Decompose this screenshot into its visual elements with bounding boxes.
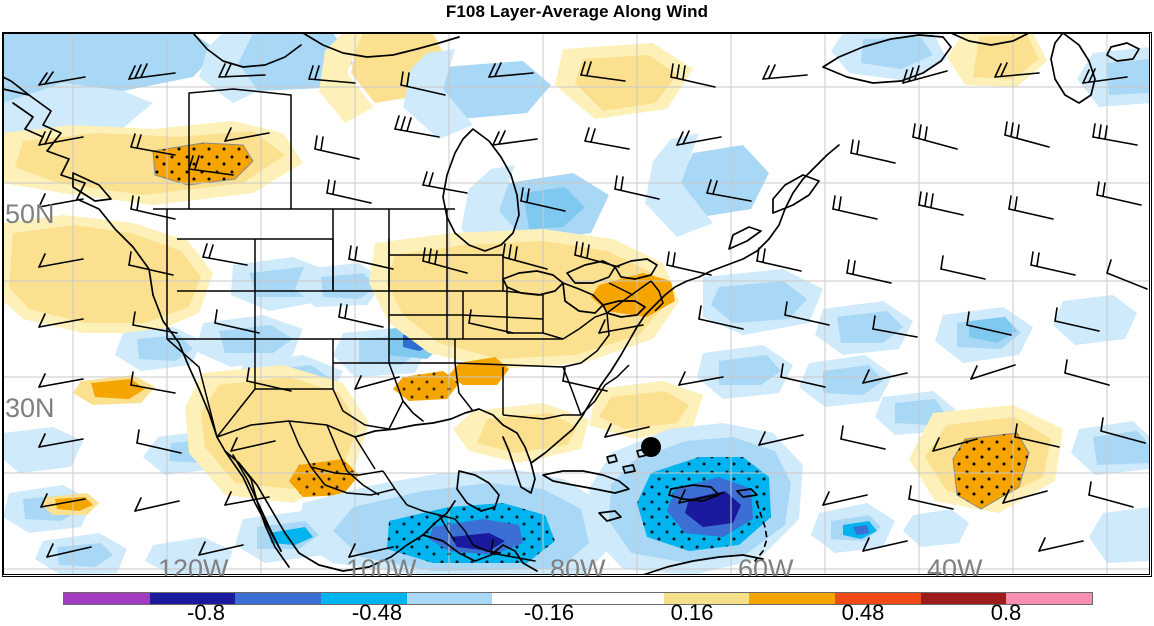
station-marker[interactable]: [641, 437, 661, 457]
colorbar-segment-3: [321, 593, 407, 604]
figure-title: F108 Layer-Average Along Wind: [445, 2, 709, 21]
colorbar-segment-11: [1006, 593, 1093, 604]
colorbar-segment-2: [235, 593, 322, 604]
political-borders: [153, 88, 664, 554]
colorbar-tick-4: 0.48: [841, 600, 885, 625]
colorbar-segment-4: [406, 593, 493, 604]
colorbar-tick-1: -0.48: [351, 600, 403, 625]
colorbar-segment-8: [749, 593, 836, 604]
colorbar-tick-2: -0.16: [523, 600, 575, 625]
wind-barbs: [38, 61, 1148, 562]
colorbar-segment-0: [64, 593, 150, 604]
colorbar-tick-5: 0.8: [990, 600, 1022, 625]
colorbar-segment-6: [578, 593, 664, 604]
colorbar-segment-5: [492, 593, 579, 604]
colorbar-segment-1: [149, 593, 236, 604]
colorbar: [63, 592, 1093, 605]
colorbar-tick-3: 0.16: [670, 600, 714, 625]
colorbar-segment-7: [663, 593, 750, 604]
contour-shading: [3, 33, 1150, 575]
map-canvas: [3, 33, 1150, 575]
map-panel[interactable]: 50N 30N 120W 100W 80W 60W 40W: [2, 32, 1152, 577]
colorbar-labels: -0.8 -0.48 -0.16 0.16 0.48 0.8: [0, 600, 1154, 625]
colorbar-segment-9: [835, 593, 921, 604]
colorbar-segment-10: [920, 593, 1007, 604]
colorbar-tick-0: -0.8: [187, 600, 225, 625]
